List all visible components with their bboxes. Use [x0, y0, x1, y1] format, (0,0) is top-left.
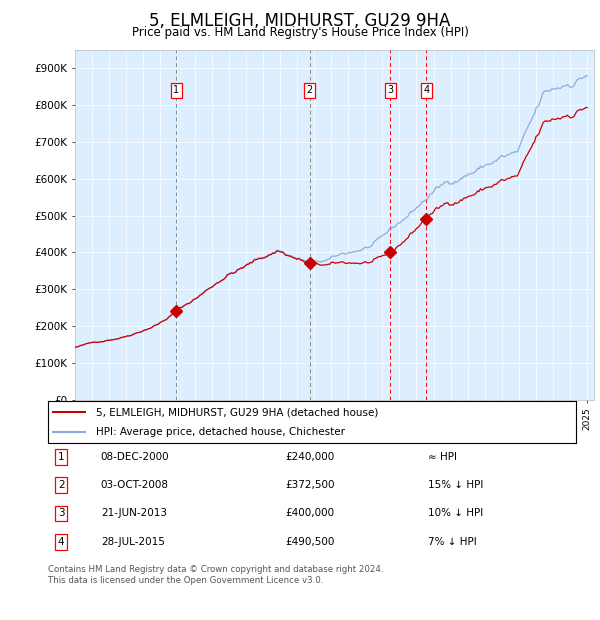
Text: 08-DEC-2000: 08-DEC-2000: [101, 451, 169, 462]
Text: 2: 2: [58, 480, 65, 490]
Text: 2: 2: [307, 85, 313, 95]
Text: £490,500: £490,500: [286, 537, 335, 547]
Text: £372,500: £372,500: [286, 480, 335, 490]
Text: 4: 4: [423, 85, 429, 95]
Text: 1: 1: [173, 85, 179, 95]
Text: Contains HM Land Registry data © Crown copyright and database right 2024.
This d: Contains HM Land Registry data © Crown c…: [48, 565, 383, 585]
Text: 10% ↓ HPI: 10% ↓ HPI: [428, 508, 484, 518]
Text: £240,000: £240,000: [286, 451, 335, 462]
Text: 4: 4: [58, 537, 65, 547]
Text: 1: 1: [58, 451, 65, 462]
Text: 5, ELMLEIGH, MIDHURST, GU29 9HA (detached house): 5, ELMLEIGH, MIDHURST, GU29 9HA (detache…: [95, 407, 378, 417]
Text: 21-JUN-2013: 21-JUN-2013: [101, 508, 167, 518]
Text: ≈ HPI: ≈ HPI: [428, 451, 457, 462]
Text: 7% ↓ HPI: 7% ↓ HPI: [428, 537, 477, 547]
Text: Price paid vs. HM Land Registry's House Price Index (HPI): Price paid vs. HM Land Registry's House …: [131, 26, 469, 39]
Text: 03-OCT-2008: 03-OCT-2008: [101, 480, 169, 490]
Text: HPI: Average price, detached house, Chichester: HPI: Average price, detached house, Chic…: [95, 427, 344, 437]
Text: 5, ELMLEIGH, MIDHURST, GU29 9HA: 5, ELMLEIGH, MIDHURST, GU29 9HA: [149, 12, 451, 30]
Text: 3: 3: [58, 508, 65, 518]
Text: £400,000: £400,000: [286, 508, 335, 518]
Text: 28-JUL-2015: 28-JUL-2015: [101, 537, 164, 547]
Text: 15% ↓ HPI: 15% ↓ HPI: [428, 480, 484, 490]
Text: 3: 3: [387, 85, 394, 95]
